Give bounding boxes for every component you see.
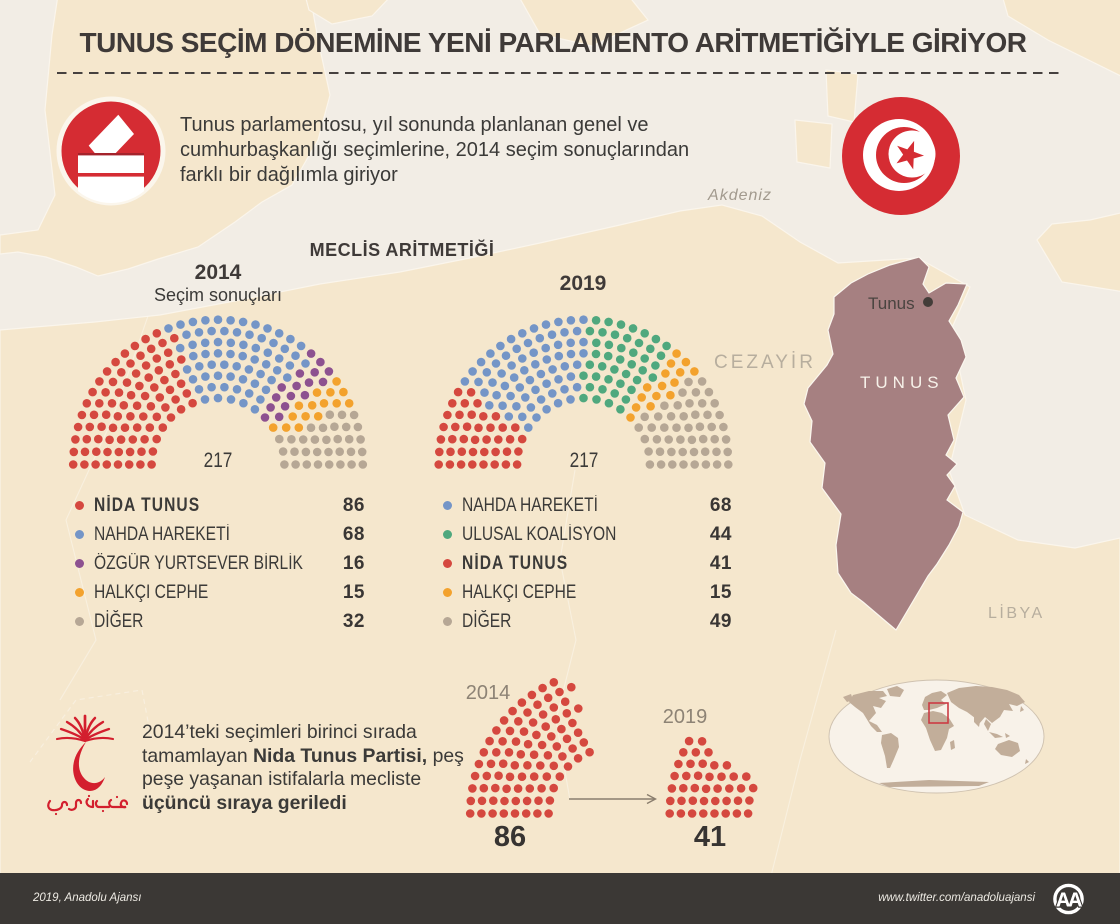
svg-text:AA: AA bbox=[1056, 890, 1082, 912]
